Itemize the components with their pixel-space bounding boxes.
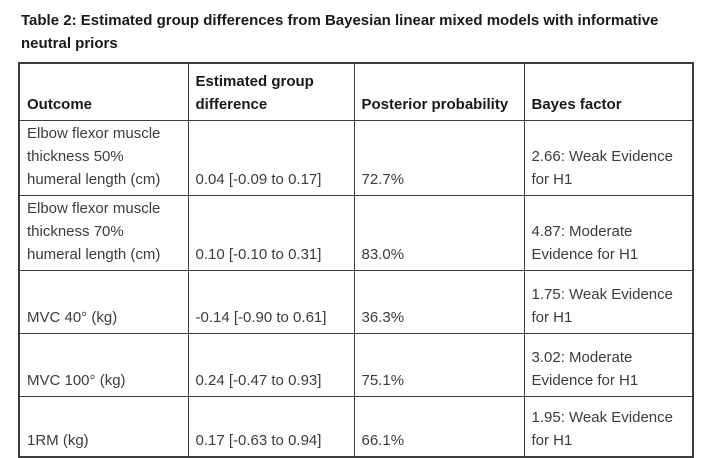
cell-outcome: Elbow flexor muscle thickness 70% humera… <box>18 194 189 271</box>
cell-outcome: MVC 40° (kg) <box>18 269 189 334</box>
column-header-outcome: Outcome <box>18 62 189 121</box>
table-caption: Table 2: Estimated group differences fro… <box>21 12 659 52</box>
table-row: MVC 100° (kg) 0.24 [-0.47 to 0.93] 75.1%… <box>18 332 694 397</box>
cell-estimate: -0.14 [-0.90 to 0.61] <box>187 269 355 334</box>
table-header: Outcome Estimated group difference Poste… <box>18 62 694 121</box>
cell-estimate: 0.04 [-0.09 to 0.17] <box>187 119 355 196</box>
cell-estimate: 0.10 [-0.10 to 0.31] <box>187 194 355 271</box>
cell-posterior: 66.1% <box>353 395 525 458</box>
column-header-bayes-factor: Bayes factor <box>523 62 694 121</box>
column-header-posterior-probability: Posterior probability <box>353 62 525 121</box>
cell-estimate: 0.17 [-0.63 to 0.94] <box>187 395 355 458</box>
table-row: MVC 40° (kg) -0.14 [-0.90 to 0.61] 36.3%… <box>18 269 694 334</box>
cell-bayes: 4.87: Moderate Evidence for H1 <box>523 194 694 271</box>
cell-outcome: 1RM (kg) <box>18 395 189 458</box>
column-header-estimated-difference: Estimated group difference <box>187 62 355 121</box>
cell-bayes: 3.02: Moderate Evidence for H1 <box>523 332 694 397</box>
cell-outcome: MVC 100° (kg) <box>18 332 189 397</box>
header-row: Outcome Estimated group difference Poste… <box>18 62 694 121</box>
cell-outcome: Elbow flexor muscle thickness 50% humera… <box>18 119 189 196</box>
cell-bayes: 2.66: Weak Evidence for H1 <box>523 119 694 196</box>
table-body: Elbow flexor muscle thickness 50% humera… <box>18 119 694 458</box>
table-row: 1RM (kg) 0.17 [-0.63 to 0.94] 66.1% 1.95… <box>18 395 694 458</box>
cell-estimate: 0.24 [-0.47 to 0.93] <box>187 332 355 397</box>
cell-posterior: 83.0% <box>353 194 525 271</box>
cell-posterior: 75.1% <box>353 332 525 397</box>
cell-bayes: 1.95: Weak Evidence for H1 <box>523 395 694 458</box>
cell-bayes: 1.75: Weak Evidence for H1 <box>523 269 694 334</box>
cell-posterior: 36.3% <box>353 269 525 334</box>
cell-posterior: 72.7% <box>353 119 525 196</box>
results-table: Outcome Estimated group difference Poste… <box>18 62 694 458</box>
table-row: Elbow flexor muscle thickness 70% humera… <box>18 194 694 271</box>
table-row: Elbow flexor muscle thickness 50% humera… <box>18 119 694 196</box>
